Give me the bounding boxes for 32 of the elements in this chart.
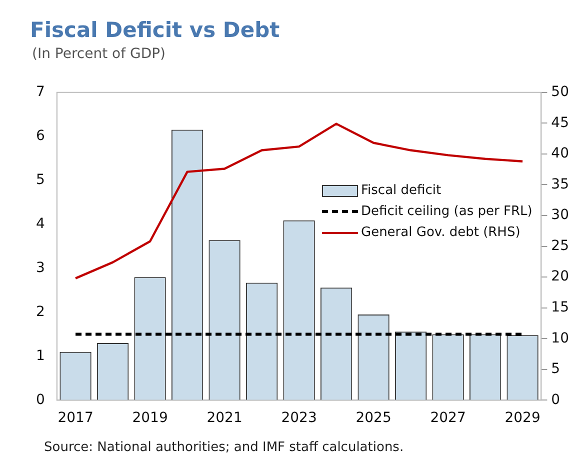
chart-subtitle: (In Percent of GDP) [32,46,166,62]
y-tick-label: 5 [36,172,45,188]
y2-tick-label: 25 [551,238,570,254]
y2-tick-label: 35 [551,176,570,192]
x-tick-label: 2027 [430,410,466,426]
legend-label: General Gov. debt (RHS) [361,225,520,240]
y2-tick-label: 20 [551,268,570,285]
y-tick-label: 6 [36,128,45,144]
y2-tick-label: 5 [551,361,560,378]
x-tick-label: 2025 [356,410,392,426]
y-tick-label: 2 [36,304,45,320]
y2-tick-label: 15 [551,300,570,316]
x-tick-label: 2021 [206,410,242,426]
source-note: Source: National authorities; and IMF staff calculations. [44,440,404,455]
y2-tick-label: 0 [551,392,560,408]
legend-label: Deficit ceiling (as per FRL) [361,204,532,219]
legend-label: Fiscal deficit [361,183,442,198]
y2-tick-label: 10 [551,330,570,346]
y-tick-label: 7 [36,84,45,100]
y-tick-label: 4 [36,216,45,232]
x-tick-label: 2023 [281,410,317,426]
y2-tick-label: 45 [551,114,570,131]
y-tick-label: 1 [36,348,45,364]
x-tick-label: 2029 [504,410,540,426]
y2-tick-label: 40 [551,146,570,162]
y2-tick-label: 30 [551,207,570,224]
x-tick-label: 2019 [132,410,168,426]
y2-tick-label: 50 [551,84,570,100]
y-tick-label: 3 [36,260,45,276]
y-tick-label: 0 [36,392,45,408]
x-tick-label: 2017 [58,410,94,426]
chart-title: Fiscal Deficit vs Debt [30,18,280,42]
